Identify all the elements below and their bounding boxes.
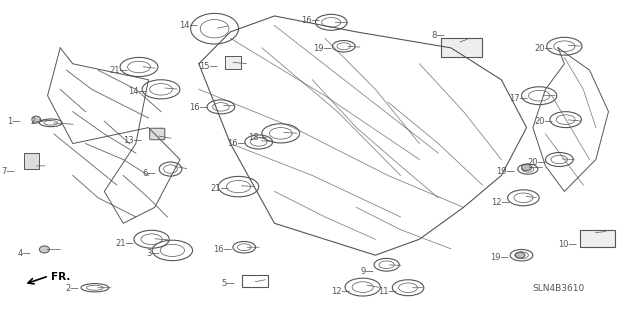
Text: 19—: 19— bbox=[497, 167, 515, 176]
Text: 15—: 15— bbox=[199, 62, 218, 71]
Text: 19—: 19— bbox=[490, 253, 509, 262]
Text: 21—: 21— bbox=[116, 239, 134, 248]
Text: 18—: 18— bbox=[248, 133, 267, 142]
Ellipse shape bbox=[522, 164, 532, 171]
Text: 1—: 1— bbox=[8, 117, 21, 126]
Text: 14—: 14— bbox=[179, 21, 198, 30]
FancyBboxPatch shape bbox=[580, 230, 615, 247]
Text: 12—: 12— bbox=[332, 287, 350, 296]
Text: 17—: 17— bbox=[509, 94, 528, 103]
Ellipse shape bbox=[40, 246, 49, 253]
Ellipse shape bbox=[32, 116, 41, 123]
Text: 11—: 11— bbox=[378, 287, 397, 296]
FancyBboxPatch shape bbox=[225, 56, 241, 69]
Text: 7—: 7— bbox=[1, 167, 15, 176]
Text: SLN4B3610: SLN4B3610 bbox=[533, 285, 585, 293]
Text: FR.: FR. bbox=[51, 272, 70, 282]
FancyBboxPatch shape bbox=[24, 153, 40, 169]
Text: 10—: 10— bbox=[558, 240, 577, 249]
Text: 8—: 8— bbox=[431, 31, 445, 40]
Text: 14—: 14— bbox=[128, 87, 147, 96]
Text: 20—: 20— bbox=[534, 44, 553, 53]
Text: 4—: 4— bbox=[17, 249, 31, 258]
Text: 3—: 3— bbox=[146, 249, 160, 258]
Text: 16—: 16— bbox=[301, 16, 320, 25]
Text: 9—: 9— bbox=[360, 267, 374, 276]
Text: 16—: 16— bbox=[189, 103, 208, 112]
Text: 12—: 12— bbox=[491, 198, 509, 207]
Text: 2—: 2— bbox=[65, 284, 79, 293]
Text: 13—: 13— bbox=[123, 137, 142, 145]
FancyBboxPatch shape bbox=[150, 128, 165, 140]
Text: 20—: 20— bbox=[528, 158, 547, 167]
FancyBboxPatch shape bbox=[442, 38, 483, 57]
Text: 6—: 6— bbox=[143, 169, 157, 178]
Text: 21—: 21— bbox=[109, 66, 128, 75]
Text: 20—: 20— bbox=[534, 117, 553, 126]
Text: 2—: 2— bbox=[31, 117, 44, 126]
Text: 5—: 5— bbox=[222, 279, 236, 288]
Ellipse shape bbox=[516, 252, 525, 258]
Text: 19—: 19— bbox=[314, 44, 332, 53]
Text: 21—: 21— bbox=[210, 184, 229, 193]
Text: 16—: 16— bbox=[212, 245, 232, 254]
Text: 16—: 16— bbox=[227, 139, 246, 148]
